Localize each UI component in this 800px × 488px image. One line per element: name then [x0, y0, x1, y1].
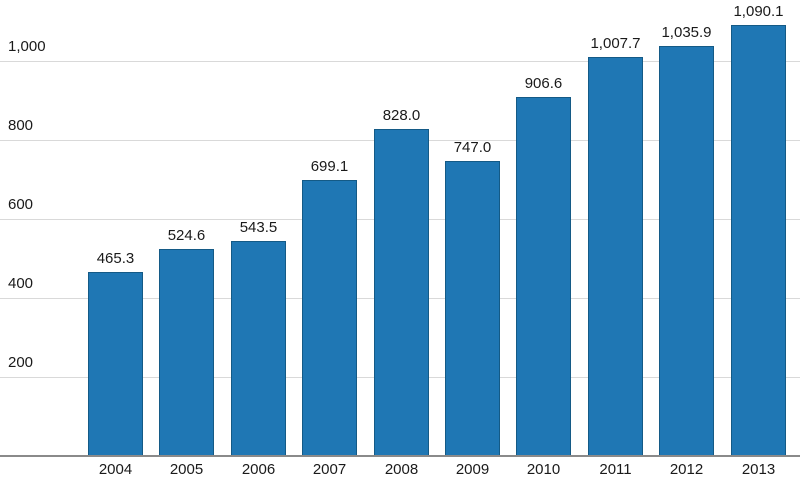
x-tick-label-2011: 2011 — [599, 461, 632, 478]
x-tick-label-2012: 2012 — [669, 461, 704, 478]
x-tick-label-2004: 2004 — [98, 461, 133, 478]
bar-2008[interactable] — [374, 129, 429, 456]
y-tick-label-600: 600 — [8, 196, 34, 213]
y-tick-label-1000: 1,000 — [8, 38, 46, 55]
bar-value-label-2007: 699.1 — [310, 158, 349, 175]
bar-value-label-2006: 543.5 — [239, 219, 278, 236]
bar-2012[interactable] — [659, 46, 714, 456]
bar-value-label-2004: 465.3 — [96, 250, 135, 267]
x-tick-label-2009: 2009 — [455, 461, 490, 478]
bar-2004[interactable] — [88, 272, 143, 456]
y-tick-label-800: 800 — [8, 117, 34, 134]
x-tick-label-2006: 2006 — [241, 461, 276, 478]
bar-value-label-2011: 1,007.7 — [590, 35, 641, 52]
bar-2006[interactable] — [231, 241, 286, 456]
bar-2011[interactable] — [588, 57, 643, 456]
x-tick-label-2013: 2013 — [741, 461, 776, 478]
bar-2007[interactable] — [302, 180, 357, 456]
x-axis-line — [0, 455, 800, 457]
x-tick-label-2005: 2005 — [169, 461, 204, 478]
bar-value-label-2012: 1,035.9 — [661, 24, 712, 41]
bar-2005[interactable] — [159, 249, 214, 456]
bar-2010[interactable] — [516, 97, 571, 456]
bar-value-label-2008: 828.0 — [382, 107, 421, 124]
bar-value-label-2013: 1,090.1 — [733, 3, 784, 20]
y-tick-label-200: 200 — [8, 354, 34, 371]
bar-2009[interactable] — [445, 161, 500, 456]
bar-2013[interactable] — [731, 25, 786, 456]
x-tick-label-2007: 2007 — [312, 461, 347, 478]
x-tick-label-2008: 2008 — [384, 461, 419, 478]
x-tick-label-2010: 2010 — [526, 461, 561, 478]
y-tick-label-400: 400 — [8, 275, 34, 292]
bar-value-label-2009: 747.0 — [453, 139, 492, 156]
gridline-1000 — [0, 61, 800, 62]
bar-value-label-2010: 906.6 — [524, 75, 563, 92]
bar-value-label-2005: 524.6 — [167, 227, 206, 244]
